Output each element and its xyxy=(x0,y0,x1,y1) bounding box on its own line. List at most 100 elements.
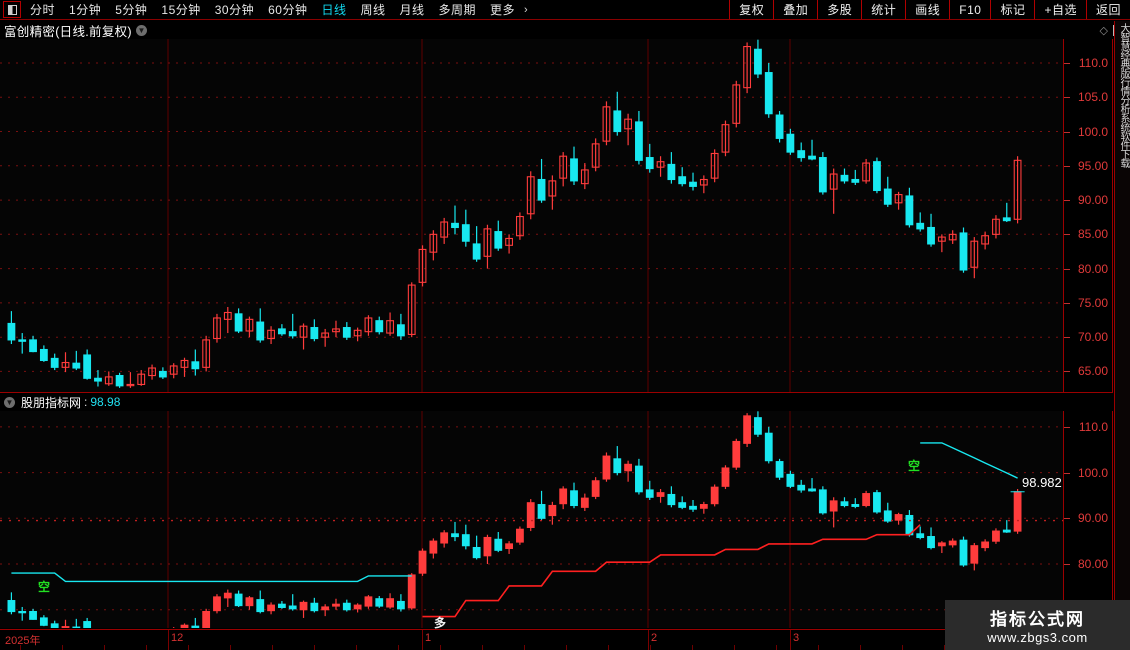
split-pane-icon xyxy=(7,4,17,15)
date-axis-label: 1 xyxy=(425,632,432,644)
date-axis-minortick xyxy=(20,645,21,650)
date-axis-divider xyxy=(168,630,169,650)
date-axis-minortick xyxy=(62,645,63,650)
top-toolbar: 分时 1分钟 5分钟 15分钟 30分钟 60分钟 日线 周线 月线 多周期 更… xyxy=(0,0,1130,20)
tab-weekly[interactable]: 周线 xyxy=(360,3,386,17)
date-axis-label: 12 xyxy=(171,632,184,644)
watermark-title: 指标公式网 xyxy=(990,610,1085,629)
axis-label: 100.0 xyxy=(1077,465,1108,480)
button-fuquan[interactable]: 复权 xyxy=(729,0,773,19)
axis-tick xyxy=(1064,131,1070,133)
date-axis-minortick xyxy=(650,645,651,650)
date-axis-minortick xyxy=(566,645,567,650)
button-huaxian[interactable]: 画线 xyxy=(905,0,949,19)
tab-1min[interactable]: 1分钟 xyxy=(69,3,102,17)
date-axis-minortick xyxy=(356,645,357,650)
indicator-value: 98.98 xyxy=(90,395,121,409)
page-title: 富创精密(日线.前复权) xyxy=(4,24,132,39)
tab-multi-period[interactable]: 多周期 xyxy=(438,3,477,17)
button-tongji[interactable]: 统计 xyxy=(861,0,905,19)
diamond-icon[interactable]: ◇ xyxy=(1099,24,1108,37)
axis-tick xyxy=(1064,165,1070,167)
button-biaoji[interactable]: 标记 xyxy=(990,0,1034,19)
date-axis: 2025年 12 1 2 3 xyxy=(0,629,1113,650)
watermark-url: www.zbgs3.com xyxy=(987,630,1088,645)
button-add-favorite[interactable]: +自选 xyxy=(1034,0,1086,19)
date-axis-minortick xyxy=(146,645,147,650)
tab-monthly[interactable]: 月线 xyxy=(399,3,425,17)
date-axis-divider xyxy=(790,630,791,650)
axis-label: 110.0 xyxy=(1078,419,1108,434)
axis-tick xyxy=(1064,564,1070,565)
axis-label: 85.00 xyxy=(1077,227,1108,242)
main-price-chart[interactable] xyxy=(0,39,1113,392)
tab-daily[interactable]: 日线 xyxy=(321,3,347,17)
signal-marker-duo: 多 xyxy=(434,616,447,630)
axis-label: 100.0 xyxy=(1077,124,1108,139)
action-buttons: 复权 叠加 多股 统计 画线 F10 标记 +自选 返回 xyxy=(729,0,1130,19)
axis-label: 80.00 xyxy=(1077,557,1108,571)
indicator-name: 股朋指标网 xyxy=(21,395,82,410)
date-axis-divider xyxy=(648,630,649,650)
date-axis-minortick xyxy=(860,645,861,650)
date-axis-minortick xyxy=(524,645,525,650)
right-strip-text: 大智慧经典版行情分析系统软件下载 xyxy=(1118,23,1129,167)
date-axis-minortick xyxy=(188,645,189,650)
chevron-down-icon[interactable]: ▼ xyxy=(4,396,15,408)
date-axis-label: 2 xyxy=(651,632,658,644)
date-axis-minortick xyxy=(902,645,903,650)
button-diejia[interactable]: 叠加 xyxy=(773,0,817,19)
right-scroll-strip[interactable]: 大智慧经典版行情分析系统软件下载 xyxy=(1114,21,1130,628)
button-duogu[interactable]: 多股 xyxy=(817,0,861,19)
date-axis-minortick xyxy=(944,645,945,650)
date-axis-minortick xyxy=(482,645,483,650)
axis-label: 90.00 xyxy=(1077,193,1108,208)
candlestick-plot-main xyxy=(0,39,1063,392)
candlestick-plot-sub xyxy=(0,404,1063,628)
layout-toggle-button[interactable] xyxy=(3,1,21,18)
date-axis-minortick xyxy=(104,645,105,650)
button-back[interactable]: 返回 xyxy=(1085,0,1130,19)
axis-label: 80.00 xyxy=(1077,261,1108,276)
tab-fenshi[interactable]: 分时 xyxy=(30,3,56,17)
axis-label: 75.00 xyxy=(1077,295,1108,310)
signal-marker-kong-left: 空 xyxy=(38,580,51,594)
indicator-colon: : xyxy=(84,395,88,409)
symbol-bar: 富创精密(日线.前复权) ▼ ◇ xyxy=(0,21,1130,39)
date-axis-minortick xyxy=(314,645,315,650)
chevron-right-icon[interactable]: › xyxy=(524,3,529,16)
date-axis-minortick xyxy=(440,645,441,650)
axis-label: 105.0 xyxy=(1077,90,1108,105)
axis-tick xyxy=(1064,302,1070,304)
tab-30min[interactable]: 30分钟 xyxy=(214,3,255,17)
tab-5min[interactable]: 5分钟 xyxy=(115,3,148,17)
axis-label: 70.00 xyxy=(1077,330,1108,345)
indicator-chart[interactable] xyxy=(0,404,1113,628)
button-f10[interactable]: F10 xyxy=(949,0,990,19)
tab-60min[interactable]: 60分钟 xyxy=(268,3,308,17)
price-axis-main[interactable]: 110.0 105.0 100.0 95.00 90.00 85.00 80.00 75.00… xyxy=(1063,39,1113,392)
axis-tick xyxy=(1064,371,1070,373)
watermark: 指标公式网 www.zbgs3.com xyxy=(945,600,1130,650)
date-axis-label: 3 xyxy=(793,632,800,644)
date-axis-minortick xyxy=(608,645,609,650)
date-axis-minortick xyxy=(272,645,273,650)
date-axis-minortick xyxy=(734,645,735,650)
tab-more[interactable]: 更多 xyxy=(490,3,516,17)
signal-marker-kong-right: 空 xyxy=(908,459,921,473)
indicator-header: ▼ 股朋指标网 : 98.98 xyxy=(0,393,1113,411)
axis-tick xyxy=(1064,62,1070,64)
tab-15min[interactable]: 15分钟 xyxy=(161,3,201,17)
axis-tick xyxy=(1064,234,1070,236)
date-axis-minortick xyxy=(692,645,693,650)
date-axis-divider xyxy=(422,630,423,650)
axis-label: 90.00 xyxy=(1077,511,1108,526)
date-axis-label: 2025年 xyxy=(5,635,41,647)
axis-tick xyxy=(1064,337,1070,339)
axis-tick xyxy=(1064,97,1070,99)
date-axis-minortick xyxy=(818,645,819,650)
axis-tick xyxy=(1064,268,1070,270)
axis-label: 110.0 xyxy=(1078,55,1108,70)
chevron-down-icon[interactable]: ▼ xyxy=(135,24,147,36)
